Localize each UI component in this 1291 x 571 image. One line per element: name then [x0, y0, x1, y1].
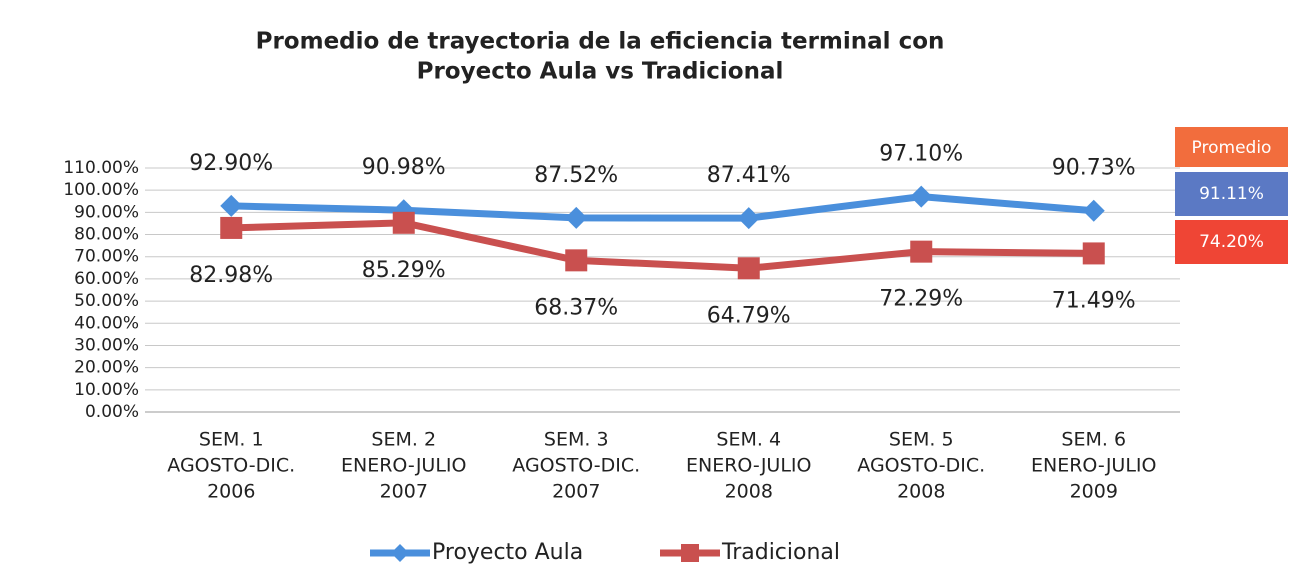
data-label: 87.41%	[707, 163, 791, 188]
data-label: 82.98%	[189, 263, 273, 288]
data-label: 68.37%	[534, 295, 618, 320]
series-line	[231, 219, 1094, 272]
x-tick-label: 2008	[897, 481, 945, 503]
chart-title: Proyecto Aula vs Tradicional	[417, 59, 784, 85]
y-tick-label: 110.00%	[63, 158, 139, 178]
x-tick-label: SEM. 2	[371, 429, 436, 451]
x-tick-label: SEM. 1	[199, 429, 264, 451]
y-tick-label: 100.00%	[63, 180, 139, 200]
avg-box	[1175, 172, 1288, 216]
x-tick-label: 2006	[207, 481, 255, 503]
point	[220, 194, 243, 217]
x-tick-label: 2009	[1070, 481, 1118, 503]
avg-value: 74.20%	[1199, 232, 1264, 252]
point	[565, 249, 588, 272]
avg-box	[1175, 220, 1288, 264]
point	[1082, 242, 1105, 265]
avg-title: Promedio	[1192, 138, 1272, 158]
point	[737, 257, 760, 280]
y-tick-label: 20.00%	[74, 358, 139, 378]
point	[910, 185, 933, 208]
x-tick-label: SEM. 3	[544, 429, 609, 451]
y-tick-label: 80.00%	[74, 225, 139, 245]
x-tick-label: ENERO-JULIO	[341, 455, 466, 477]
data-label: 71.49%	[1052, 288, 1136, 313]
x-tick-label: ENERO-JULIO	[1031, 455, 1156, 477]
legend-marker	[391, 544, 409, 562]
avg-value: 91.11%	[1199, 184, 1264, 204]
y-tick-label: 40.00%	[74, 313, 139, 333]
series-line	[231, 193, 1095, 222]
data-label: 97.10%	[879, 142, 963, 167]
x-tick-label: SEM. 5	[889, 429, 954, 451]
y-tick-label: 60.00%	[74, 269, 139, 289]
legend-label: Tradicional	[721, 540, 840, 565]
point	[220, 216, 243, 239]
chart-title: Promedio de trayectoria de la eficiencia…	[256, 29, 945, 55]
point	[737, 207, 760, 230]
x-tick-label: AGOSTO-DIC.	[857, 455, 985, 477]
legend-marker	[681, 544, 699, 562]
point	[910, 240, 933, 263]
data-label: 90.73%	[1052, 156, 1136, 181]
y-tick-label: 90.00%	[74, 202, 139, 222]
point	[565, 206, 588, 229]
x-tick-label: 2008	[725, 481, 773, 503]
data-label: 85.29%	[362, 258, 446, 283]
x-tick-label: ENERO-JULIO	[686, 455, 811, 477]
y-tick-label: 10.00%	[74, 380, 139, 400]
x-tick-label: SEM. 4	[716, 429, 781, 451]
y-tick-label: 70.00%	[74, 247, 139, 267]
data-label: 87.52%	[534, 163, 618, 188]
y-tick-label: 0.00%	[85, 402, 139, 422]
y-tick-label: 30.00%	[74, 335, 139, 355]
point	[392, 211, 415, 234]
legend-label: Proyecto Aula	[432, 540, 583, 565]
data-label: 90.98%	[362, 155, 446, 180]
point	[1082, 199, 1105, 222]
x-tick-label: 2007	[552, 481, 600, 503]
data-label: 92.90%	[189, 151, 273, 176]
x-tick-label: SEM. 6	[1061, 429, 1126, 451]
avg-header	[1175, 127, 1288, 167]
x-tick-label: AGOSTO-DIC.	[512, 455, 640, 477]
y-tick-label: 50.00%	[74, 291, 139, 311]
x-tick-label: AGOSTO-DIC.	[167, 455, 295, 477]
data-label: 72.29%	[879, 287, 963, 312]
data-label: 64.79%	[707, 303, 791, 328]
x-tick-label: 2007	[380, 481, 428, 503]
